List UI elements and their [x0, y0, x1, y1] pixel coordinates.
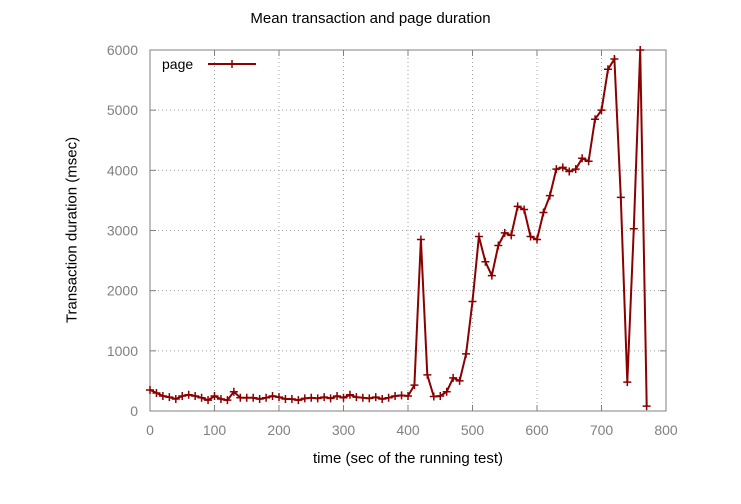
- data-point: [500, 228, 509, 237]
- data-point: [365, 394, 374, 403]
- data-point: [371, 393, 380, 402]
- data-point: [591, 115, 600, 124]
- data-point: [158, 391, 167, 400]
- legend-marker: [228, 60, 236, 68]
- data-point: [642, 402, 651, 411]
- data-point: [275, 393, 283, 402]
- data-point: [262, 393, 271, 402]
- data-point: [545, 191, 554, 200]
- data-point: [197, 393, 206, 402]
- data-point: [146, 385, 154, 394]
- data-point: [333, 391, 342, 400]
- data-point: [468, 297, 477, 306]
- x-tick-label: 100: [203, 422, 227, 438]
- y-tick-label: 0: [130, 403, 138, 419]
- y-tick-label: 4000: [107, 162, 138, 178]
- data-point: [171, 394, 180, 403]
- data-point: [629, 224, 638, 233]
- data-point: [533, 235, 541, 244]
- data-point: [597, 106, 606, 115]
- y-tick-label: 1000: [107, 343, 138, 359]
- x-tick-label: 300: [332, 422, 356, 438]
- data-point: [287, 394, 296, 403]
- data-point: [481, 257, 490, 266]
- data-point: [442, 387, 451, 396]
- data-point: [636, 46, 645, 54]
- data-point: [229, 387, 238, 396]
- data-point: [584, 157, 593, 166]
- x-tick-label: 400: [396, 422, 420, 438]
- x-tick-label: 200: [267, 422, 291, 438]
- data-point: [216, 394, 225, 403]
- data-point: [326, 394, 335, 403]
- data-point: [294, 396, 303, 405]
- legend-label: page: [162, 56, 193, 72]
- data-point: [436, 391, 445, 400]
- y-tick-label: 6000: [107, 42, 138, 58]
- x-tick-label: 500: [461, 422, 485, 438]
- data-point: [191, 391, 200, 400]
- x-tick-label: 600: [525, 422, 549, 438]
- y-tick-label: 3000: [107, 223, 138, 239]
- data-point: [339, 393, 348, 402]
- data-point: [223, 396, 232, 405]
- x-tick-label: 700: [590, 422, 614, 438]
- chart-title: Mean transaction and page duration: [250, 10, 491, 27]
- data-point: [455, 376, 464, 385]
- data-point: [249, 393, 258, 402]
- data-point: [152, 388, 161, 397]
- data-point: [378, 394, 387, 403]
- data-point: [184, 390, 193, 399]
- data-point: [423, 370, 432, 379]
- data-point: [462, 349, 471, 358]
- data-point: [494, 241, 503, 250]
- data-point: [416, 235, 425, 244]
- data-point: [410, 381, 419, 390]
- x-tick-label: 0: [146, 422, 154, 438]
- x-axis-label: time (sec of the running test): [312, 450, 504, 467]
- y-tick-label: 2000: [107, 283, 138, 299]
- data-point: [487, 271, 496, 280]
- data-point: [578, 154, 587, 163]
- data-point: [526, 232, 535, 241]
- data-point: [165, 393, 174, 402]
- data-point: [313, 394, 322, 403]
- data-point: [565, 167, 574, 176]
- data-point: [507, 231, 516, 240]
- data-point: [384, 393, 393, 402]
- data-point: [449, 373, 458, 382]
- data-point: [474, 232, 483, 241]
- data-point: [320, 393, 329, 402]
- data-point: [539, 208, 548, 217]
- data-point: [210, 391, 219, 400]
- data-point: [178, 391, 187, 400]
- data-point: [603, 65, 612, 74]
- data-point: [404, 391, 412, 400]
- data-point: [255, 394, 264, 403]
- data-point: [204, 396, 213, 405]
- data-point: [571, 165, 580, 174]
- x-tick-label: 800: [654, 422, 678, 438]
- y-tick-label: 5000: [107, 102, 138, 118]
- data-point: [513, 202, 522, 211]
- data-point: [610, 55, 619, 64]
- data-point: [552, 165, 561, 174]
- data-point: [558, 163, 567, 172]
- data-point: [616, 193, 625, 202]
- data-point: [268, 391, 277, 400]
- data-point: [623, 378, 632, 387]
- data-point: [345, 390, 354, 399]
- data-point: [520, 205, 529, 214]
- series-line-page: [149, 49, 648, 407]
